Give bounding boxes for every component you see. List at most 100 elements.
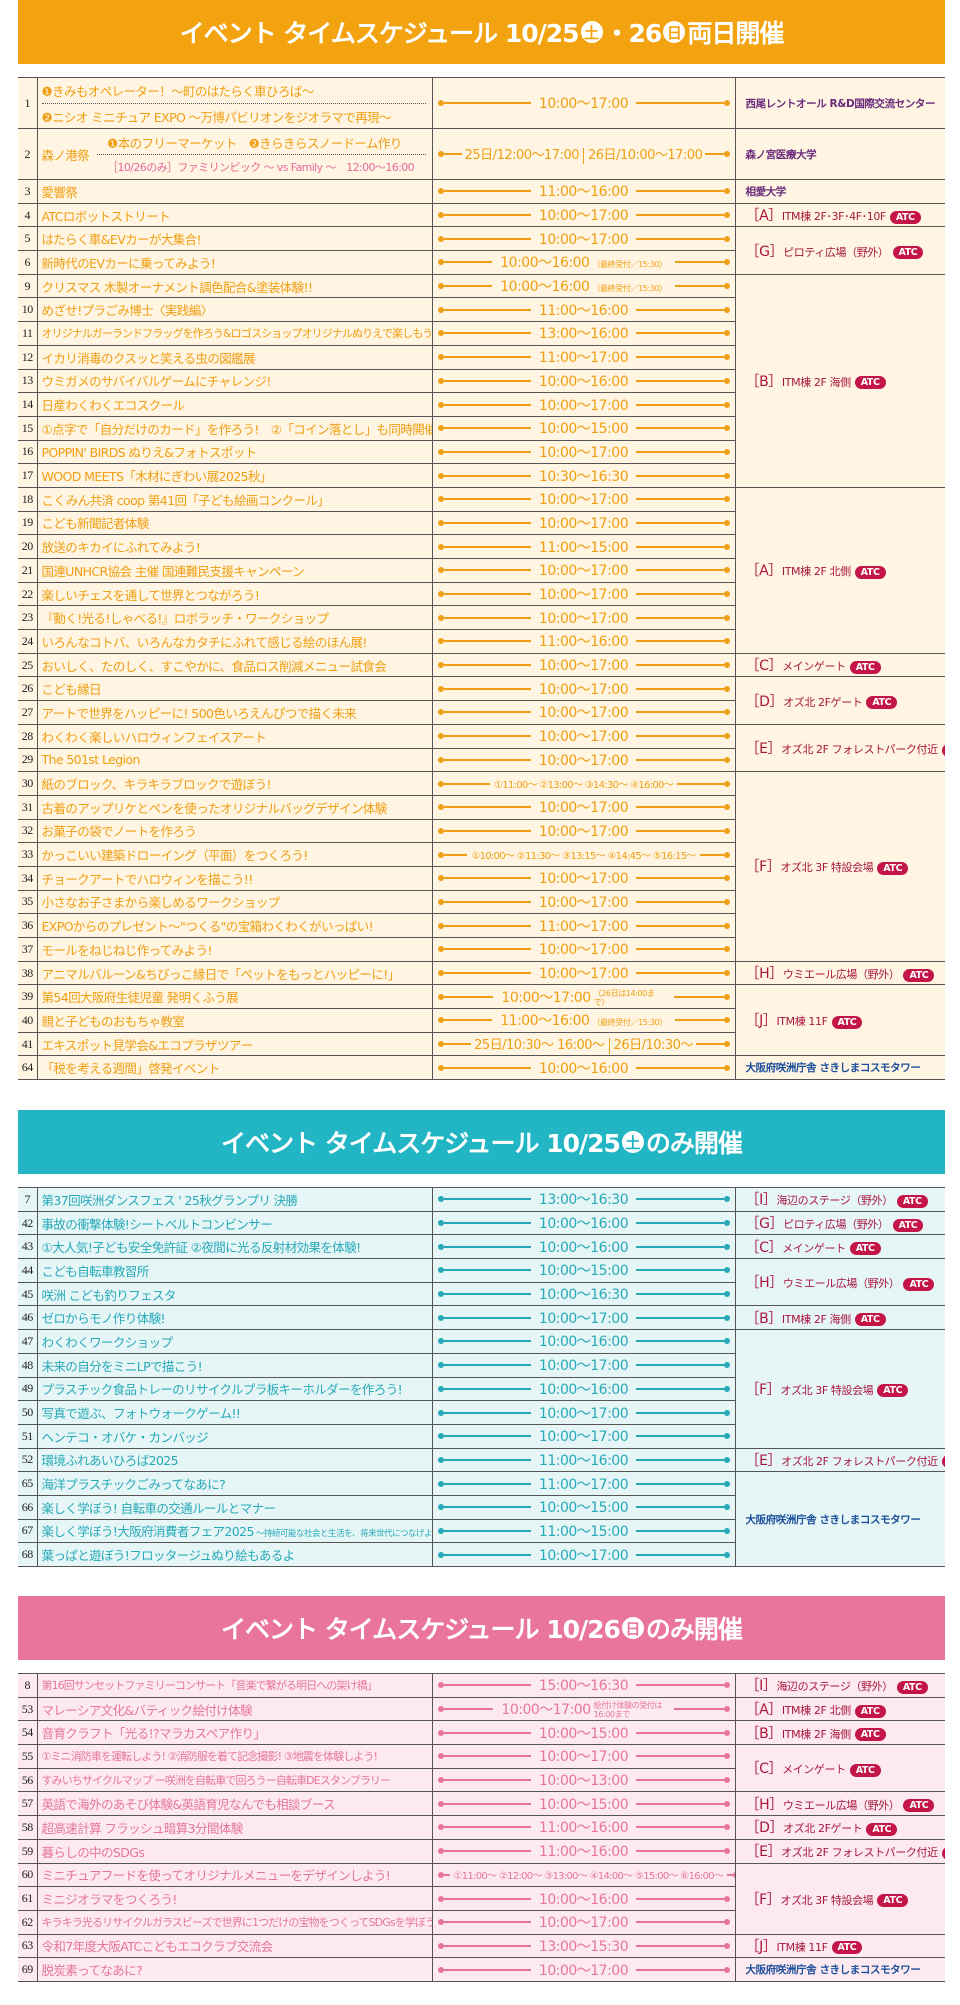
event-row[interactable]: 27 アートで世界をハッピーに! 500色いろえんぴつで描く未来 10:00～17:… — [18, 700, 945, 725]
event-row[interactable]: 59 暮らしの中のSDGs 11:00～16:00 ［E］オズ北 2F フォレストパー… — [18, 1838, 945, 1864]
venue-code: ［I］ — [745, 1192, 777, 1209]
time-line: ①11:00～ ②13:00～ ③14:30～ ④16:00～ — [437, 776, 730, 791]
time-line: 10:00～17:00 — [437, 963, 730, 983]
timeline-bar — [443, 924, 531, 927]
time-day2: 26日/10:00～17:00 — [588, 148, 703, 164]
event-row[interactable]: 17 WOOD MEETS「木材にぎわい展2025秋」 10:30～16:30 — [18, 463, 945, 488]
timeline-dot-icon — [437, 100, 444, 106]
event-row[interactable]: 4 ATCロボットストリート 10:00～17:00 ［A］ITM棟 2F･3F･4F… — [18, 202, 945, 228]
time-range: 10:00～15:00 — [531, 418, 636, 438]
event-row[interactable]: 69 脱炭素ってなあに? 10:00～17:00 大阪府咲洲庁舎 さきしまコスモタワー — [18, 1957, 945, 1982]
event-row[interactable]: 23 『動く!光る!しゃべる!』ロボラッチ・ワークショップ 10:00～17:00 — [18, 605, 945, 631]
event-row[interactable]: 62 キラキラ光るリサイクルガラスビーズで世界に1つだけの宝物をつくってSDGsを… — [18, 1909, 945, 1935]
timeline-dot-icon — [437, 946, 444, 953]
event-row[interactable]: 41 エキスポット見学会&エコプラザツアー 25日/10:30～ 16:00～ 26日… — [18, 1031, 945, 1057]
event-row[interactable]: 51 ヘンテコ・オバケ・カンバッジ 10:00～17:00 — [18, 1423, 945, 1449]
event-title-text: 親と子どものおもちゃ教室 — [41, 1013, 185, 1029]
event-row[interactable]: 40 親と子どものおもちゃ教室 11:00～16:00 （最終受付／15:30） — [18, 1008, 945, 1033]
venue-name: 大阪府咲洲庁舎 さきしまコスモタワー — [745, 1513, 921, 1526]
time-range: 10:00～17:00 — [531, 1355, 636, 1375]
event-row[interactable]: 26 こども縁日 10:00～17:00 ［D］オズ北 2Fゲート ATC — [18, 676, 945, 725]
event-row[interactable]: 5 はたらく車&EVカーが大集合! 10:00～17:00 ［G］ピロティ広場（野外）… — [18, 226, 945, 275]
event-row[interactable]: 56 すみいちサイクルマップ ー咲洲を自転車で回ろうー自転車DEスタンプラリー 10… — [18, 1767, 945, 1793]
event-row[interactable]: 31 古着のアップリケとペンを使ったオリジナルバッグデザイン体験 10:00～17:… — [18, 794, 945, 820]
event-title: 暮らしの中のSDGs — [37, 1838, 433, 1864]
event-row[interactable]: 66 楽しく学ぼう! 自転車の交通ルールとマナー 10:00～15:00 — [18, 1494, 945, 1520]
event-row[interactable]: 48 未来の自分をミニLPで描こう! 10:00～17:00 — [18, 1352, 945, 1378]
event-row[interactable]: 53 マレーシア文化&バティック絵付け体験 10:00～17:00 絵付け体験の受付は… — [18, 1696, 945, 1722]
event-row[interactable]: 16 POPPIN' BIRDS ぬりえ&フォトスポット 10:00～17:00 — [18, 439, 945, 465]
event-number: 11 — [18, 321, 38, 346]
event-row[interactable]: 42 事故の衝撃体験!シートベルトコンビンサー 10:00～16:00 ［G］ピロティ… — [18, 1210, 945, 1236]
event-row[interactable]: 33 かっこいい建築ドローイング（平面）をつくろう! ①10:00～ ②11:30～… — [18, 842, 945, 867]
event-row[interactable]: 49 プラスチック食品トレーのリサイクルプラ板キーホルダーを作ろう! 10:00～1… — [18, 1376, 945, 1402]
event-row[interactable]: 2 森ノ港祭 ❶本のフリーマーケット ❷きらきらスノードーム作り ［10/26のみ］フ… — [18, 128, 945, 180]
time-range: 10:00～17:00 — [531, 513, 636, 533]
event-title-text: 第16回サンセットファミリーコンサート「音楽で繋がる明日への架け橋」 — [41, 1679, 378, 1693]
event-title-text: 英語で海外のあそび体験&英語育児なんでも相談ブース — [41, 1797, 336, 1813]
event-row[interactable]: 63 令和7年度大阪ATCこどもエコクラブ交流会 13:00～15:30 ［J］ITM… — [18, 1933, 945, 1959]
event-row[interactable]: 52 環境ふれあいひろば2025 11:00～16:00 ［E］オズ北 2F フォレス… — [18, 1447, 945, 1473]
timeline-bar — [443, 640, 531, 643]
event-row[interactable]: 11 オリジナルガーランドフラッグを作ろう&ロゴスショップオリジナルぬりえで楽しも… — [18, 321, 945, 346]
event-row[interactable]: 13 ウミガメのサバイバルゲームにチャレンジ! 10:00～16:00 — [18, 368, 945, 394]
event-row[interactable]: 6 新時代のEVカーに乗ってみよう! 10:00～16:00 （最終受付／15:30） — [18, 250, 945, 275]
event-time: 10:00～15:00 — [432, 415, 736, 441]
time-text: 10:00～17:00 — [538, 1749, 629, 1766]
event-row[interactable]: 15 ①点字で「自分だけのカード」を作ろう! ②「コイン落とし」も同時開催 10:0… — [18, 415, 945, 441]
event-row[interactable]: 50 写真で遊ぶ、フォトウォークゲーム!! 10:00～17:00 — [18, 1400, 945, 1425]
event-row[interactable]: 8 第16回サンセットファミリーコンサート「音楽で繋がる明日への架け橋」 15:00… — [18, 1673, 945, 1698]
event-row[interactable]: 55 ①ミニ消防車を運転しよう! ②消防服を着て記念撮影! ③地震を体験しよう! 1… — [18, 1744, 945, 1793]
timeline-dot-icon — [437, 1895, 444, 1902]
time-text: 10:00～17:00 — [538, 397, 629, 414]
event-number: 37 — [18, 937, 38, 962]
event-row[interactable]: 58 超高速計算 フラッシュ暗算3分間体験 11:00～16:00 ［D］オズ北 2F… — [18, 1815, 945, 1840]
event-row[interactable]: 37 モールをねじねじ作ってみよう! 10:00～17:00 — [18, 937, 945, 962]
event-row[interactable]: 54 音育クラフト「光る!?マラカスペア作り」 10:00～15:00 ［B］ITM棟… — [18, 1720, 945, 1746]
event-row[interactable]: 47 わくわくワークショップ 10:00～16:00 ［F］オズ北 3F 特設会場 AT… — [18, 1329, 945, 1449]
event-row[interactable]: 21 国連UNHCR協会 主催 国連難民支援キャンペーン 10:00～17:00 — [18, 558, 945, 583]
event-row[interactable]: 9 クリスマス 木製オーナメント調色配合&塗装体験!! 10:00～16:00 （最終… — [18, 273, 945, 488]
event-row[interactable]: 46 ゼロからモノ作り体験! 10:00～17:00 ［B］ITM棟 2F 海側 ATC — [18, 1305, 945, 1331]
event-row[interactable]: 18 こくみん共済 coop 第41回「子ども絵画コンクール」 10:00～17:0… — [18, 486, 945, 654]
event-row[interactable]: 57 英語で海外のあそび体験&英語育児なんでも相談ブース 10:00～15:00 ［H… — [18, 1791, 945, 1817]
event-row[interactable]: 35 小さなお子さまから楽しめるワークショップ 10:00～17:00 — [18, 889, 945, 915]
timeline-dot-icon — [723, 1385, 730, 1392]
event-row[interactable]: 29 The 501st Legion 10:00～17:00 — [18, 747, 945, 773]
event-time: 11:00～15:00 — [432, 534, 736, 559]
event-row[interactable]: 25 おいしく、たのしく、すこやかに、食品ロス削減メニュー試食会 10:00～17:… — [18, 652, 945, 678]
event-row[interactable]: 12 イカリ消毒のクスッと笑える虫の図鑑展 11:00～17:00 — [18, 344, 945, 370]
event-row[interactable]: 10 めざせ!プラごみ博士〈実践編〉 11:00～16:00 — [18, 297, 945, 323]
event-row[interactable]: 44 こども自転車教習所 10:00～15:00 ［H］ウミエール広場（野外） ATC — [18, 1258, 945, 1307]
event-row[interactable]: 38 アニマルバルーン&ちびっこ縁日で「ペットをもっとハッピーに!」 10:00～1… — [18, 960, 945, 986]
event-row[interactable]: 61 ミニジオラマをつくろう! 10:00～16:00 — [18, 1886, 945, 1911]
event-row[interactable]: 3 愛響祭 11:00～16:00 相愛大学 — [18, 179, 945, 204]
venue-cell: 森ノ宮医療大学 — [735, 128, 945, 180]
event-row[interactable]: 30 紙のブロック、キラキラブロックで遊ぼう! ①11:00～ ②13:00～ ③1… — [18, 771, 945, 962]
event-row[interactable]: 19 こども新聞記者体験 10:00～17:00 — [18, 510, 945, 536]
event-row[interactable]: 64 「税を考える週間」啓発イベント 10:00～16:00 大阪府咲洲庁舎 さきしま… — [18, 1055, 945, 1081]
event-row[interactable]: 32 お菓子の袋でノートを作ろう 10:00～17:00 — [18, 818, 945, 844]
timeline-dot-icon — [723, 354, 730, 361]
event-row[interactable]: 14 日産わくわくエコスクール 10:00～17:00 — [18, 392, 945, 417]
event-title: アートで世界をハッピーに! 500色いろえんぴつで描く未来 — [37, 700, 433, 725]
event-time: 10:00～17:00 — [432, 865, 736, 891]
event-title-text: The 501st Legion — [41, 752, 141, 768]
event-time: 10:00～16:00 （最終受付／15:30） — [432, 273, 736, 299]
event-row[interactable]: 28 わくわく楽しいハロウィンフェイスアート 10:00～17:00 ［E］オズ北 2… — [18, 723, 945, 773]
event-row[interactable]: 22 楽しいチェスを通して世界とつながろう! 10:00～17:00 — [18, 581, 945, 607]
event-row[interactable]: 65 海洋プラスチックごみってなあに? 11:00～17:00 大阪府咲洲庁舎 さきし… — [18, 1471, 945, 1567]
event-row[interactable]: 43 ①大人気!子ども安全免許証 ②夜間に光る反射材効果を体験! 10:00～16:… — [18, 1234, 945, 1260]
event-row[interactable]: 45 咲洲 こども釣りフェスタ 10:00～16:30 — [18, 1281, 945, 1307]
event-row[interactable]: 20 放送のキカイにふれてみよう! 11:00～15:00 — [18, 534, 945, 559]
header-title-text: イベント タイムスケジュール 10/25 — [221, 1129, 621, 1158]
event-row[interactable]: 67 楽しく学ぼう!大阪府消費者フェア2025 ～持続可能な社会と生活を、将来世代… — [18, 1518, 945, 1544]
event-row[interactable]: 1 ❶きみもオペレーター！～町のはたらく車ひろば～ ❷ニシオ ミニチュア EXPO … — [18, 77, 945, 129]
event-row[interactable]: 7 第37回咲洲ダンスフェス ' 25秋グランプリ 決勝 13:00～16:30 ［I… — [18, 1187, 945, 1212]
event-row[interactable]: 39 第54回大阪府生徒児童 発明くふう展 10:00～17:00 （26日は14:0… — [18, 984, 945, 1057]
timeline-dot-icon — [437, 662, 444, 669]
timeline-bar — [674, 285, 724, 288]
event-row[interactable]: 68 葉っぱと遊ぼう!フロッタージュぬり絵もあるよ 10:00～17:00 — [18, 1542, 945, 1567]
event-row[interactable]: 60 ミニチュアフードを使ってオリジナルメニューをデザインしよう! ①11:00～ … — [18, 1862, 945, 1935]
venue-cell: ［B］ITM棟 2F 海側 ATC — [735, 1720, 945, 1746]
